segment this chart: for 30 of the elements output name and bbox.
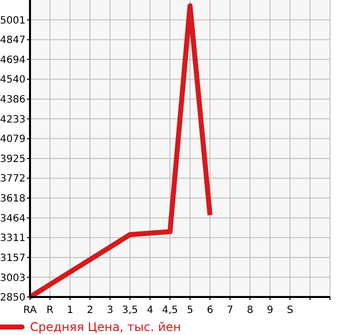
legend-label: Средняя Цена, тыс. йен: [30, 320, 182, 334]
y-tick-label: 3772: [0, 174, 26, 185]
y-tick-label: 3157: [0, 252, 26, 264]
x-tick-label: 4,5: [162, 305, 178, 316]
x-tick-label: 5: [186, 305, 194, 316]
x-tick-label: 4: [146, 305, 154, 316]
y-tick-label: 2850: [0, 292, 26, 304]
y-tick-label: 5001: [0, 15, 26, 26]
x-tick-label: 3,5: [122, 305, 138, 316]
x-tick-label: 7: [226, 305, 234, 316]
y-tick-label: 4540: [0, 74, 26, 86]
x-tick-label: 8: [246, 305, 254, 316]
y-tick-label: 4233: [0, 114, 26, 126]
x-tick-label: 6: [206, 305, 214, 316]
x-tick-label: 3: [106, 305, 114, 316]
y-tick-label: 3003: [0, 272, 26, 284]
x-tick-label: RA: [23, 305, 37, 316]
x-tick-label: 9: [266, 305, 274, 316]
y-tick-label: 4847: [0, 35, 26, 46]
y-tick-label: 4694: [0, 54, 26, 66]
y-tick-label: 3464: [0, 213, 26, 224]
y-tick-label: 3311: [0, 233, 26, 244]
y-tick-label: 3618: [0, 194, 26, 205]
x-tick-label: 1: [66, 305, 74, 316]
y-tick-label: 4386: [0, 94, 26, 106]
y-tick-label: 4079: [0, 134, 26, 146]
y-tick-label: 3925: [0, 154, 26, 165]
x-tick-label: 2: [86, 305, 94, 316]
x-tick-label: S: [286, 305, 294, 316]
x-tick-label: R: [46, 305, 54, 316]
